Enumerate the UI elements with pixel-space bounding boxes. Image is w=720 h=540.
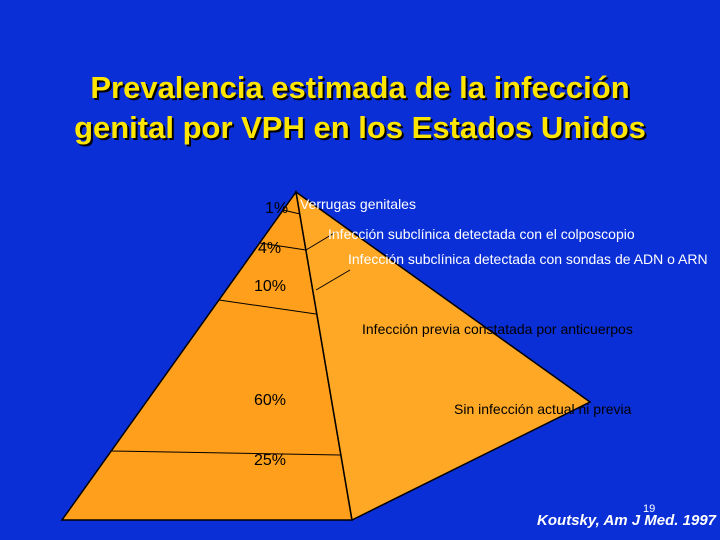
- level-3-percent: 10%: [254, 278, 287, 295]
- level-5-label: Sin infección actual ni previa: [454, 401, 632, 417]
- slide-title: Prevalencia estimada de la infección gen…: [20, 68, 700, 148]
- level-3-label: Infección subclínica detectada con sonda…: [348, 251, 708, 267]
- leader-2: [305, 231, 337, 251]
- level-4-percent: 60%: [254, 392, 287, 409]
- title-line-2: genital por VPH en los Estados Unidos: [74, 110, 646, 145]
- divider-4: [110, 450, 341, 456]
- leader-3: [315, 269, 351, 291]
- divider-1: [282, 209, 301, 215]
- level-5-percent: 25%: [254, 452, 287, 469]
- title-line-1: Prevalencia estimada de la infección: [90, 70, 630, 105]
- page-number: 19: [643, 503, 656, 515]
- level-1-percent: 1%: [265, 200, 289, 217]
- level-2-label: Infección subclínica detectada con el co…: [328, 226, 635, 242]
- citation: Koutsky, Am J Med. 1997: [537, 512, 716, 529]
- level-1-label: Verrugas genitales: [300, 196, 416, 212]
- level-2-percent: 4%: [258, 240, 282, 257]
- divider-3: [218, 299, 317, 315]
- level-4-label: Infección previa constatada por anticuer…: [362, 321, 633, 337]
- pyramid-side-face: [294, 190, 592, 522]
- divider-2: [259, 242, 307, 251]
